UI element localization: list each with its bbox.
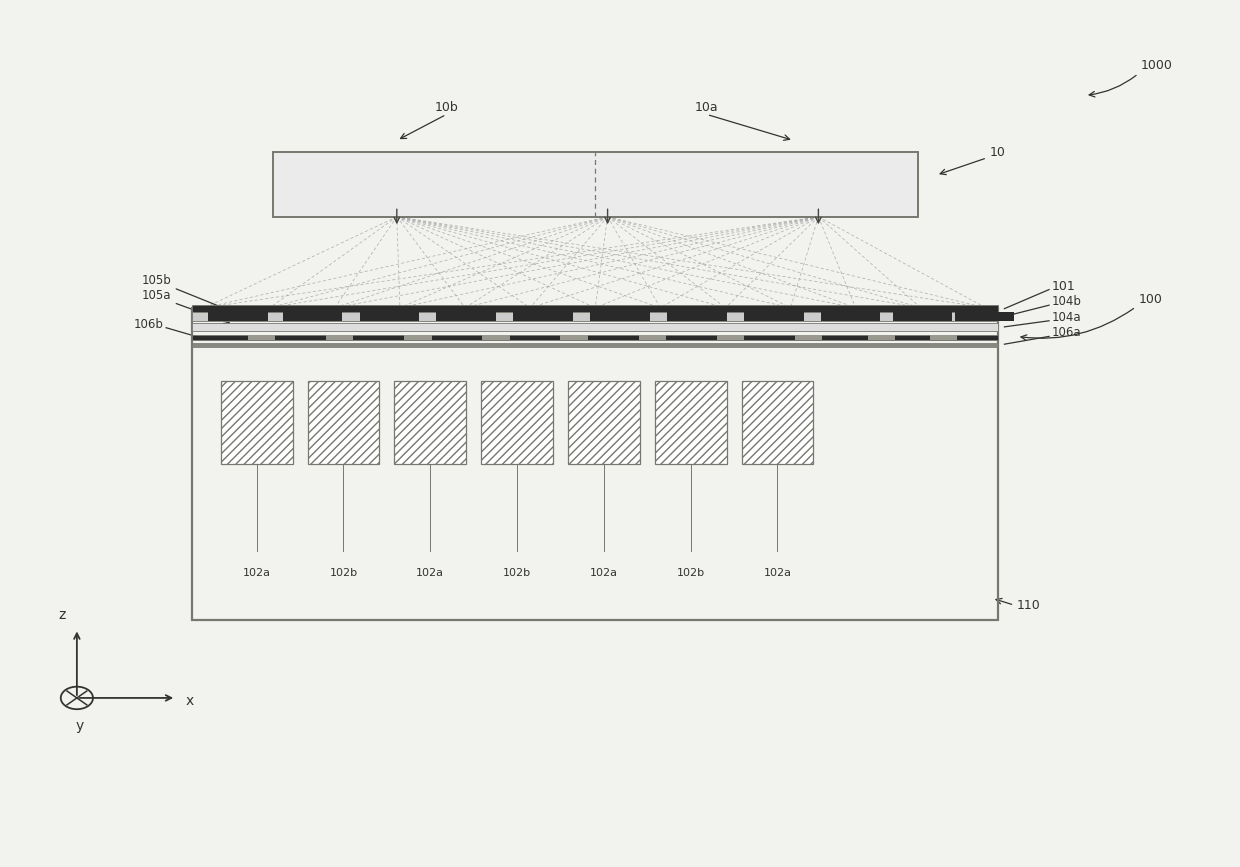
Bar bbox=[208, 312, 268, 321]
Bar bbox=[308, 381, 379, 464]
Bar bbox=[192, 308, 998, 620]
Bar bbox=[404, 335, 432, 340]
Bar bbox=[568, 381, 640, 464]
Text: 102b: 102b bbox=[330, 568, 357, 578]
Bar bbox=[717, 335, 744, 340]
Text: 104b: 104b bbox=[1052, 295, 1081, 308]
Bar bbox=[192, 343, 998, 347]
Bar bbox=[667, 312, 727, 321]
Bar bbox=[436, 312, 496, 321]
Bar bbox=[248, 335, 275, 340]
Bar bbox=[192, 305, 998, 312]
Text: 102b: 102b bbox=[677, 568, 704, 578]
Text: 10: 10 bbox=[990, 146, 1006, 159]
Bar bbox=[273, 152, 918, 217]
Text: 1000: 1000 bbox=[1141, 59, 1173, 72]
Bar bbox=[744, 312, 804, 321]
Text: z: z bbox=[58, 608, 66, 622]
Text: 102a: 102a bbox=[417, 568, 444, 578]
Bar bbox=[795, 335, 822, 340]
Text: 102a: 102a bbox=[590, 568, 618, 578]
Bar bbox=[560, 335, 588, 340]
Text: 102a: 102a bbox=[243, 568, 270, 578]
Text: 10a: 10a bbox=[694, 101, 719, 114]
Text: y: y bbox=[76, 719, 83, 733]
Bar bbox=[821, 312, 880, 321]
Bar bbox=[394, 381, 466, 464]
Bar bbox=[192, 335, 998, 340]
Text: 106a: 106a bbox=[1052, 326, 1081, 339]
Text: 105a: 105a bbox=[141, 289, 171, 302]
Bar bbox=[930, 335, 957, 340]
Text: 101: 101 bbox=[1052, 279, 1075, 292]
Bar bbox=[868, 335, 895, 340]
Bar bbox=[192, 312, 998, 321]
Text: 10b: 10b bbox=[434, 101, 459, 114]
Text: 100: 100 bbox=[1138, 293, 1162, 306]
Bar bbox=[590, 312, 650, 321]
Bar bbox=[192, 323, 998, 331]
Bar bbox=[742, 381, 813, 464]
Text: 102b: 102b bbox=[503, 568, 531, 578]
Text: x: x bbox=[186, 694, 195, 708]
Bar bbox=[283, 312, 342, 321]
Bar bbox=[481, 381, 553, 464]
Text: 102a: 102a bbox=[764, 568, 791, 578]
Text: 104a: 104a bbox=[1052, 310, 1081, 323]
Text: 106b: 106b bbox=[134, 317, 164, 330]
Bar bbox=[655, 381, 727, 464]
Bar bbox=[955, 312, 1014, 321]
Bar bbox=[482, 335, 510, 340]
Bar bbox=[360, 312, 419, 321]
Bar bbox=[221, 381, 293, 464]
Bar bbox=[893, 312, 952, 321]
Bar bbox=[326, 335, 353, 340]
Text: 105b: 105b bbox=[141, 274, 171, 287]
Text: 110: 110 bbox=[1017, 598, 1040, 611]
Bar bbox=[639, 335, 666, 340]
Bar bbox=[513, 312, 573, 321]
